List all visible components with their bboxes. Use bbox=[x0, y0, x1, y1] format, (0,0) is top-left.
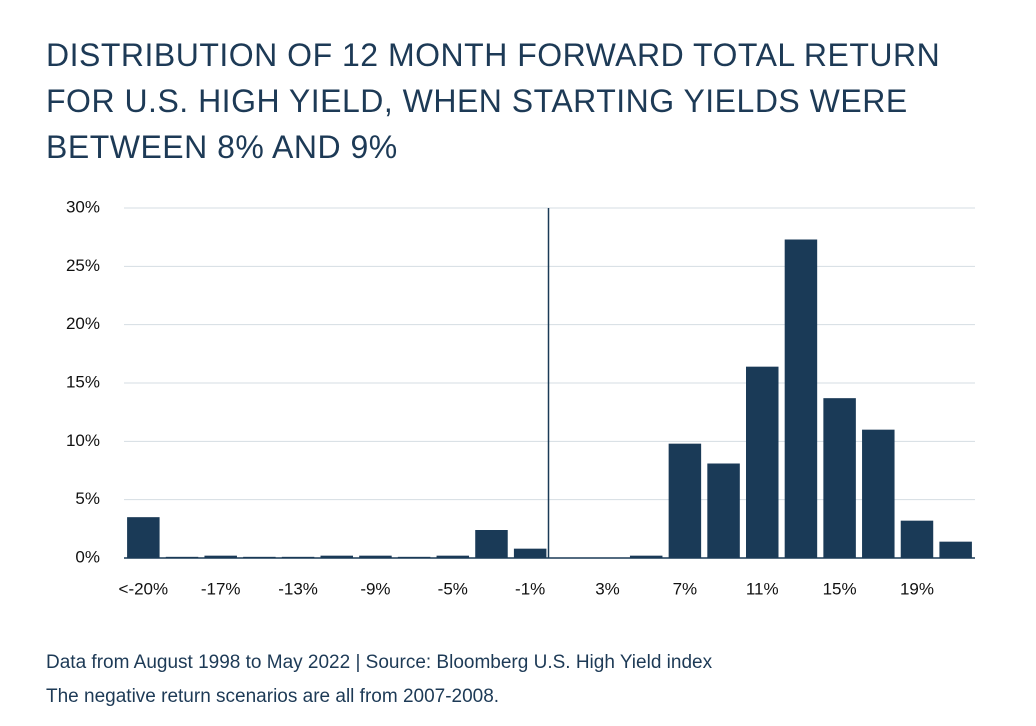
source-note: Data from August 1998 to May 2022 | Sour… bbox=[46, 652, 713, 673]
chart-title: DISTRIBUTION OF 12 MONTH FORWARD TOTAL R… bbox=[46, 37, 941, 165]
x-tick-label: -17% bbox=[201, 579, 241, 598]
bar bbox=[668, 443, 702, 558]
y-tick-label: 15% bbox=[66, 372, 100, 391]
x-tick-label: 3% bbox=[595, 579, 620, 598]
bar bbox=[281, 556, 315, 558]
y-tick-label: 25% bbox=[66, 256, 100, 275]
x-tick-label: 19% bbox=[900, 579, 934, 598]
bar bbox=[900, 520, 934, 558]
bar bbox=[784, 239, 818, 558]
x-tick-label: -9% bbox=[360, 579, 390, 598]
x-tick-label: -13% bbox=[278, 579, 318, 598]
bar bbox=[513, 548, 547, 558]
bar bbox=[823, 398, 856, 558]
x-tick-label: -1% bbox=[515, 579, 545, 598]
bar bbox=[165, 556, 199, 558]
footnote: The negative return scenarios are all fr… bbox=[46, 686, 500, 707]
x-tick-label: 15% bbox=[823, 579, 857, 598]
x-tick-label: <-20% bbox=[119, 579, 169, 598]
x-tick-label: 11% bbox=[746, 579, 779, 598]
bar bbox=[359, 555, 392, 558]
y-tick-label: 5% bbox=[75, 489, 100, 508]
bar bbox=[320, 555, 353, 558]
bar bbox=[707, 463, 740, 558]
y-tick-label: 10% bbox=[66, 431, 100, 450]
y-tick-label: 0% bbox=[75, 547, 100, 566]
x-tick-label: -5% bbox=[438, 579, 468, 598]
x-tick-label: 7% bbox=[673, 579, 698, 598]
bar bbox=[862, 429, 895, 558]
bar bbox=[127, 517, 160, 558]
bar bbox=[436, 555, 470, 558]
y-tick-label: 20% bbox=[66, 314, 100, 333]
y-tick-label: 30% bbox=[66, 197, 100, 216]
bar bbox=[939, 541, 972, 558]
bar bbox=[243, 556, 276, 558]
bar bbox=[397, 556, 431, 558]
bar bbox=[475, 530, 508, 558]
bar bbox=[629, 555, 663, 558]
bar bbox=[204, 555, 237, 558]
bar bbox=[746, 366, 779, 558]
